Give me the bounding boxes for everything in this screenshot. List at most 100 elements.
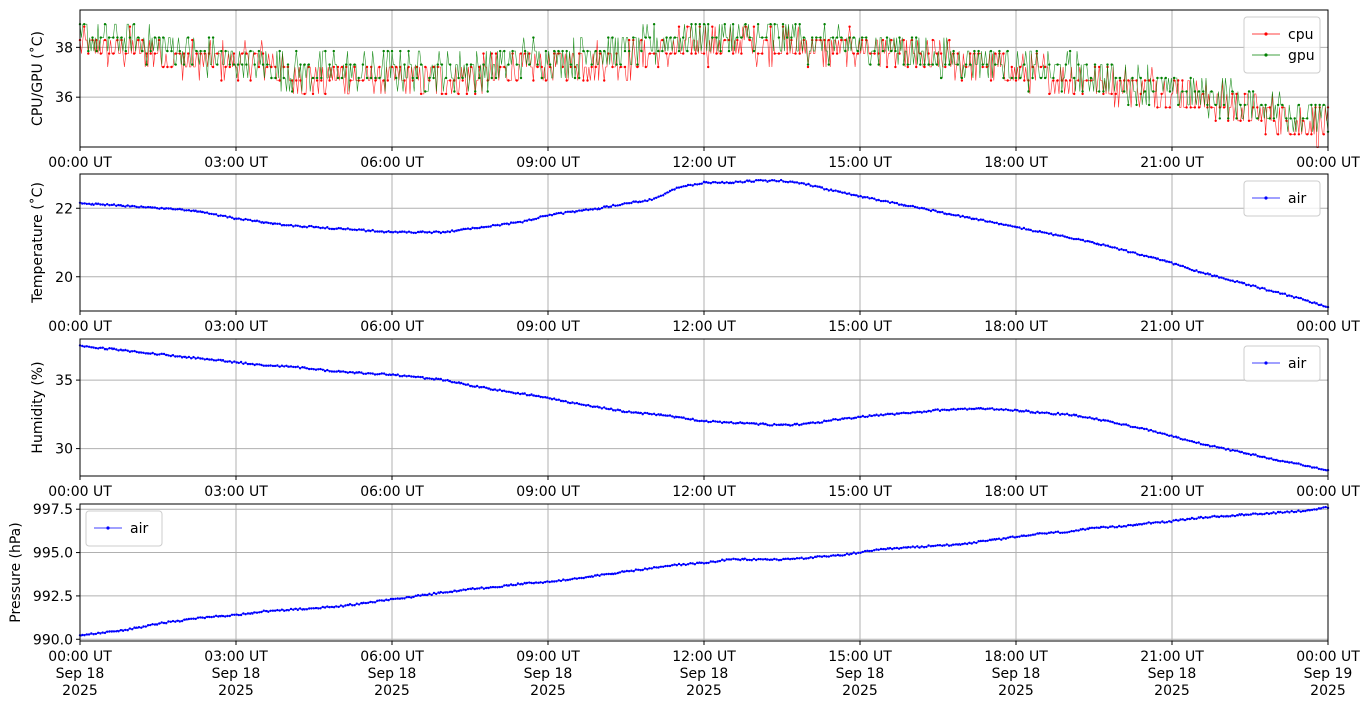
data-point [287,224,290,227]
data-point [461,76,464,80]
data-point [1143,79,1147,82]
data-point [294,607,297,610]
data-point [1227,119,1230,123]
data-point [1152,521,1155,524]
data-point [1236,514,1239,517]
data-point [1256,513,1259,516]
data-point [1156,521,1160,524]
data-point [446,591,449,594]
data-point [614,204,617,207]
data-point [1098,65,1101,69]
data-point [357,228,361,231]
data-point [730,420,733,424]
data-point [505,222,508,225]
data-point [640,49,643,53]
data-point [936,544,939,547]
data-point [732,557,735,560]
data-point [884,413,887,416]
data-point [573,402,576,405]
x-tick-label: 00:00 UT [1296,319,1360,335]
data-point [856,49,860,53]
data-point [1056,530,1060,533]
data-point [820,555,824,558]
data-point [355,371,358,374]
data-point [469,227,472,231]
data-point [632,36,635,39]
data-point [888,412,892,416]
data-point [340,65,344,69]
data-point [498,585,501,589]
data-point [1006,79,1009,82]
data-point [596,208,599,211]
data-point [208,358,211,361]
data-point [278,609,281,612]
data-point [668,189,672,193]
data-point [902,546,905,549]
data-point [353,228,356,231]
data-point [966,215,969,219]
data-point [947,212,951,216]
data-point [126,629,129,632]
data-point [952,213,955,217]
data-point [1036,410,1039,413]
data-point [922,546,926,549]
data-point [836,190,840,193]
data-point [394,230,397,233]
data-point [94,202,98,205]
data-point [214,359,218,362]
data-point [494,388,497,391]
data-point [490,76,493,80]
data-point [1301,298,1305,301]
data-point [562,578,565,581]
data-point [1227,447,1230,451]
data-point [478,76,481,80]
data-point [784,180,787,184]
data-point [303,608,306,611]
data-point [475,384,479,388]
data-point [1127,251,1130,254]
data-point [460,228,463,231]
data-point [128,350,132,353]
data-point [487,387,490,390]
x-tick-label: 18:00 UT [984,649,1048,665]
data-point [970,407,973,411]
data-point [426,593,429,597]
data-point [1208,273,1212,276]
data-point [561,49,564,53]
data-point [239,218,243,221]
data-point [886,547,889,550]
data-point [1285,117,1288,120]
data-point [814,555,817,558]
data-point [897,412,901,415]
data-point [278,49,281,53]
data-point [548,580,551,584]
data-point [351,228,354,231]
data-point [938,409,942,413]
data-point [1164,76,1168,80]
data-point [1129,425,1132,428]
data-point [873,197,876,200]
data-point [221,359,225,362]
data-point [1240,450,1244,454]
data-point [201,616,204,619]
data-point [798,23,801,26]
data-point [963,542,967,545]
data-point [1038,411,1042,415]
data-point [228,65,231,69]
data-point [1106,63,1109,66]
data-point [802,36,805,39]
data-point [702,420,706,423]
data-point [264,221,268,224]
legend-box [85,510,163,547]
data-point [187,355,191,359]
data-point [1315,466,1318,469]
data-point [755,422,758,425]
data-point [590,63,593,66]
data-point [407,49,410,53]
data-point [140,626,143,629]
data-point [865,36,868,39]
data-point [1283,292,1287,295]
data-point [348,370,352,374]
data-point [834,554,837,557]
data-point [108,347,111,350]
